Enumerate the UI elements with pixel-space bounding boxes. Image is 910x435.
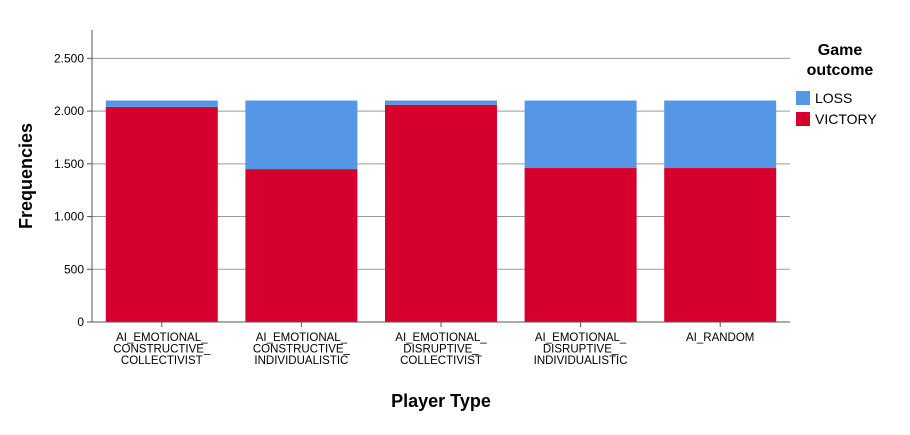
- x-tick-label: AI_EMOTIONAL_: [395, 332, 487, 344]
- legend-swatch-victory: [796, 112, 810, 126]
- y-tick-label: 2.000: [54, 104, 84, 118]
- bars: [105, 100, 777, 322]
- x-tick-label: DISRUPTIVE_: [403, 344, 479, 356]
- y-tick-label: 1.000: [54, 210, 84, 224]
- x-axis-title: Player Type: [391, 391, 491, 411]
- bar-victory-2: [385, 104, 497, 322]
- legend-label-victory: VICTORY: [815, 111, 877, 127]
- legend-label-loss: LOSS: [815, 90, 852, 106]
- legend-title-line-2: outcome: [807, 62, 874, 79]
- bar-victory-0: [105, 106, 218, 322]
- x-tick-label: DISRUPTIVE_: [543, 344, 619, 356]
- y-axis-title: Frequencies: [16, 123, 36, 229]
- x-tick-label: CONSTRUCTIVE_: [253, 344, 351, 356]
- legend: Game outcome LOSS VICTORY: [796, 42, 877, 127]
- bar-loss-0: [105, 100, 218, 107]
- x-tick-label: AI_RANDOM: [686, 332, 754, 344]
- y-tick-label: 500: [64, 262, 84, 276]
- bar-victory-3: [524, 168, 637, 322]
- x-tick-label: AI_EMOTIONAL_: [256, 332, 348, 344]
- x-tick-label: CONSTRUCTIVE_: [113, 344, 211, 356]
- bar-loss-1: [245, 100, 358, 170]
- x-tick-label: AI_EMOTIONAL_: [535, 332, 627, 344]
- x-tick-label: COLLECTIVIST: [400, 355, 482, 367]
- y-tick-label: 1.500: [54, 157, 84, 171]
- axes: 05001.0001.5002.0002.500AI_EMOTIONAL_CON…: [54, 30, 790, 367]
- legend-title-line-1: Game: [818, 42, 863, 59]
- x-tick-label: AI_EMOTIONAL_: [116, 332, 208, 344]
- y-tick-label: 0: [77, 315, 84, 329]
- bar-loss-3: [524, 100, 637, 169]
- bar-loss-2: [385, 100, 497, 105]
- y-tick-label: 2.500: [54, 51, 84, 65]
- x-tick-label: INDIVIDUALISTIC: [254, 355, 348, 367]
- bar-loss-4: [664, 100, 777, 169]
- legend-swatch-loss: [796, 91, 810, 105]
- x-tick-label: INDIVIDUALISTIC: [534, 355, 628, 367]
- x-tick-label: COLLECTIVIST: [121, 355, 203, 367]
- bar-victory-1: [245, 169, 358, 322]
- bar-victory-4: [664, 168, 777, 322]
